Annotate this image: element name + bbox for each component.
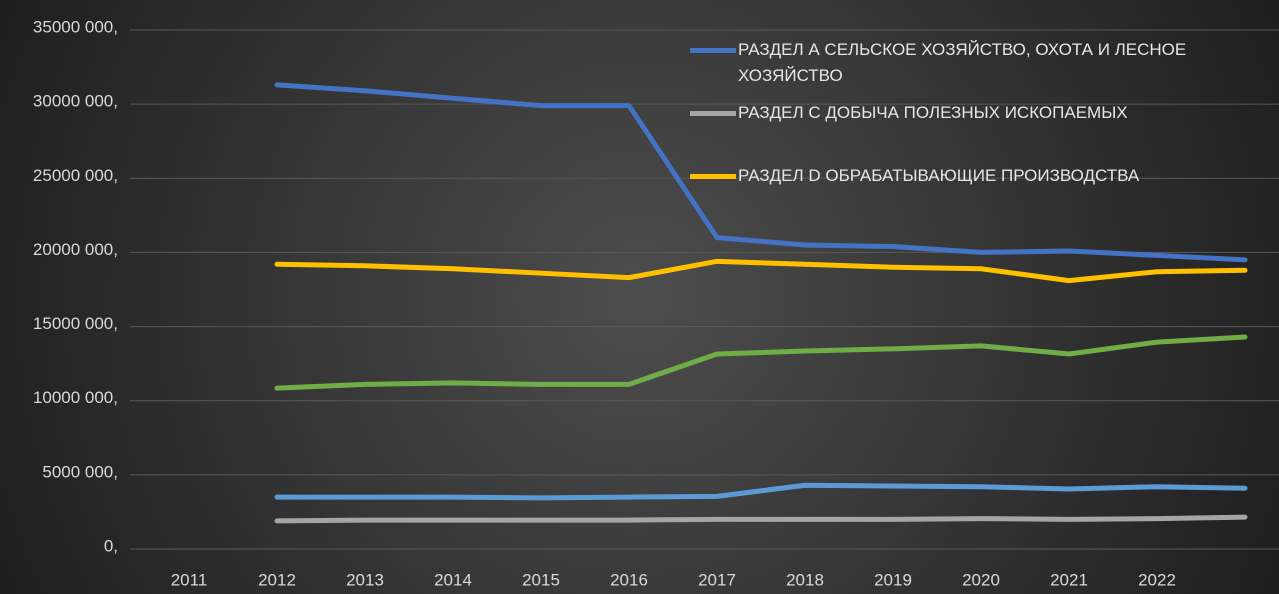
x-tick-label: 2022 — [1138, 570, 1176, 589]
x-tick-label: 2012 — [258, 570, 296, 589]
series-line — [274, 258, 1248, 284]
y-tick-label: 15000 000, — [33, 314, 118, 333]
series-line — [274, 334, 1248, 391]
y-tick-label: 5000 000, — [42, 462, 118, 481]
x-tick-label: 2021 — [1050, 570, 1088, 589]
legend-item: РАЗДЕЛ D ОБРАБАТЫВАЮЩИЕ ПРОИЗВОДСТВА — [690, 163, 1278, 189]
x-tick-label: 2019 — [874, 570, 912, 589]
series-line — [274, 514, 1248, 524]
series-line — [274, 82, 1248, 263]
y-tick-label: 10000 000, — [33, 388, 118, 407]
x-tick-label: 2014 — [434, 570, 472, 589]
legend-swatch — [690, 111, 736, 116]
series-line — [274, 482, 1248, 501]
legend-swatch — [690, 48, 736, 53]
legend-swatch — [690, 174, 736, 179]
x-tick-label: 2013 — [346, 570, 384, 589]
legend-item: РАЗДЕЛ А СЕЛЬСКОЕ ХОЗЯЙСТВО, ОХОТА И ЛЕС… — [690, 37, 1278, 89]
y-tick-label: 25000 000, — [33, 166, 118, 185]
x-tick-label: 2011 — [171, 570, 208, 589]
legend-label: РАЗДЕЛ D ОБРАБАТЫВАЮЩИЕ ПРОИЗВОДСТВА — [738, 166, 1140, 185]
legend-item: РАЗДЕЛ С ДОБЫЧА ПОЛЕЗНЫХ ИСКОПАЕМЫХ — [690, 100, 1278, 126]
x-tick-label: 2017 — [698, 570, 736, 589]
x-tick-label: 2016 — [610, 570, 648, 589]
y-tick-label: 35000 000, — [33, 17, 118, 36]
y-tick-label: 30000 000, — [33, 92, 118, 111]
x-tick-label: 2015 — [522, 570, 560, 589]
legend-label: РАЗДЕЛ А СЕЛЬСКОЕ ХОЗЯЙСТВО, ОХОТА И ЛЕС… — [738, 40, 1187, 85]
legend-label: РАЗДЕЛ С ДОБЫЧА ПОЛЕЗНЫХ ИСКОПАЕМЫХ — [738, 103, 1128, 122]
y-tick-label: 0, — [104, 536, 118, 555]
x-tick-label: 2020 — [962, 570, 1000, 589]
y-tick-label: 20000 000, — [33, 240, 118, 259]
x-tick-label: 2018 — [786, 570, 824, 589]
